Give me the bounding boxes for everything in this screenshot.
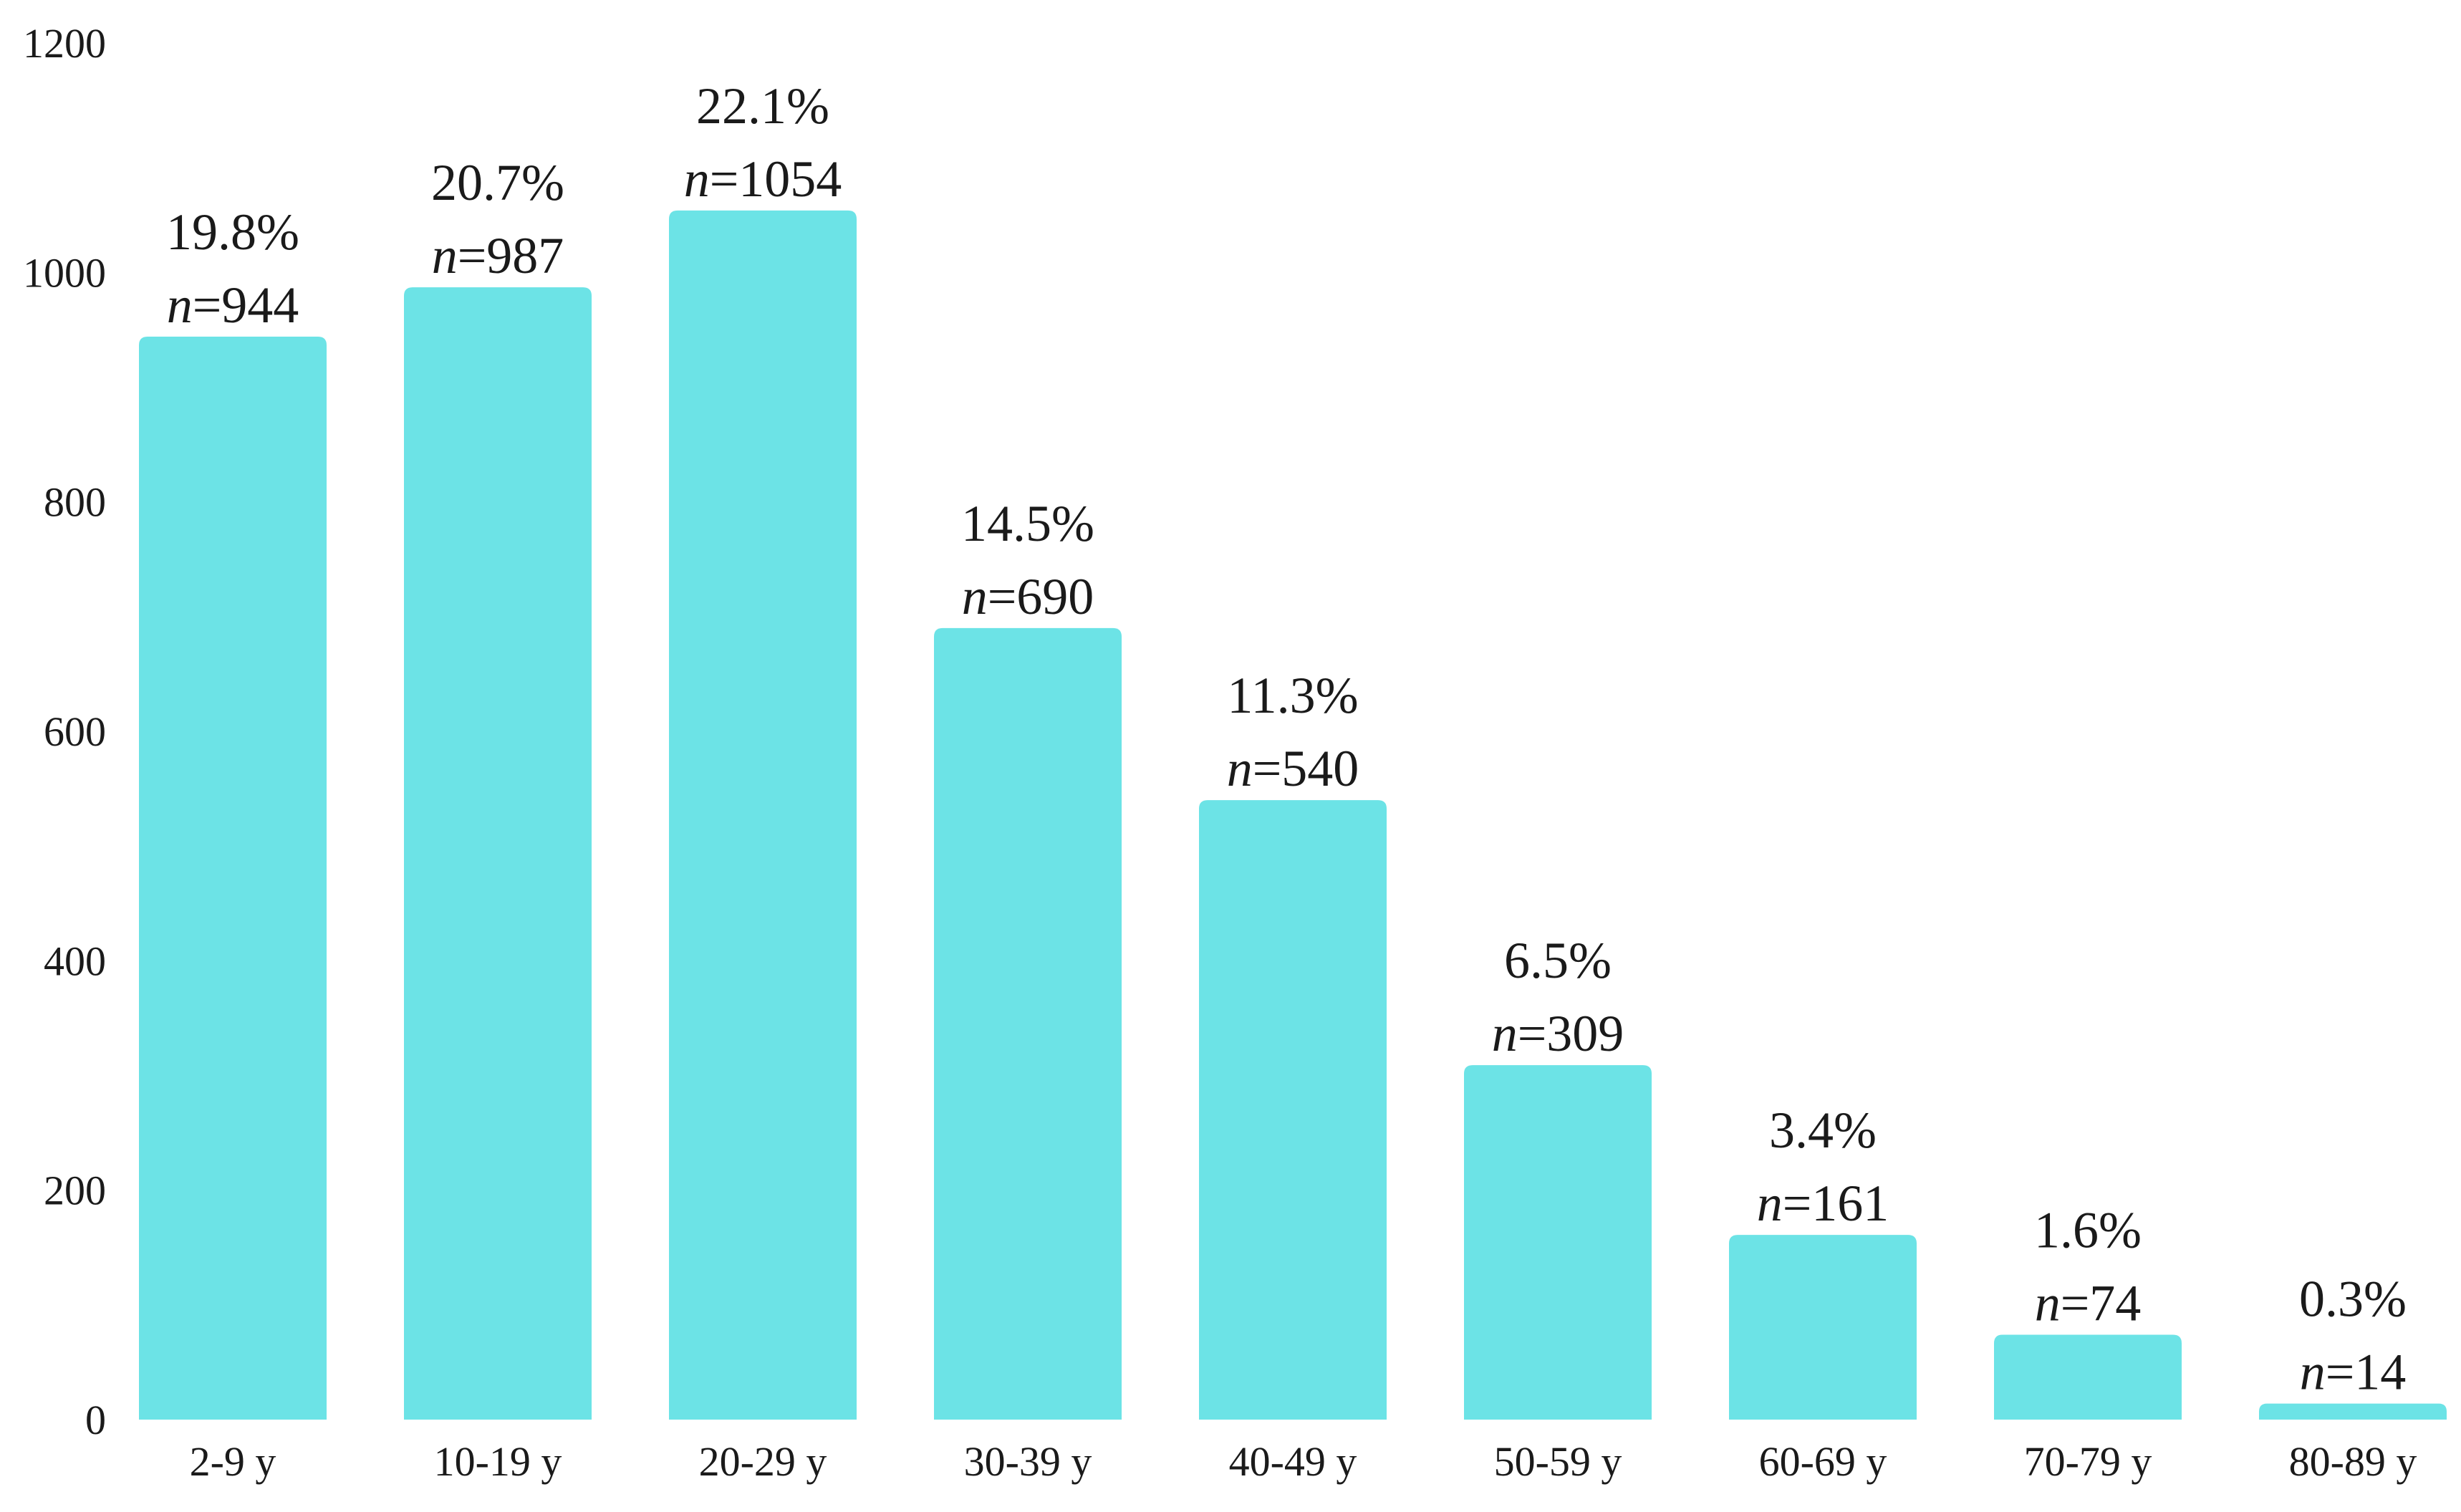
bar-count-label: n=1054 <box>684 150 842 208</box>
x-tick-label: 20-29 y <box>699 1438 827 1485</box>
bar-value-labels: 19.8%n=94420.7%n=98722.1%n=105414.5%n=69… <box>166 77 2407 1401</box>
count-prefix: n <box>2035 1274 2061 1332</box>
bar-percent-label: 6.5% <box>1504 932 1612 989</box>
count-prefix: n <box>2300 1344 2326 1401</box>
bar-count-label: n=540 <box>1227 740 1359 797</box>
bar-percent-label: 1.6% <box>2034 1201 2142 1258</box>
count-prefix: n <box>962 568 988 625</box>
count-value: =944 <box>193 276 299 334</box>
bar <box>1199 800 1387 1420</box>
x-tick-label: 70-79 y <box>2024 1438 2152 1485</box>
bar-percent-label: 0.3% <box>2299 1271 2407 1328</box>
count-prefix: n <box>1492 1005 1518 1062</box>
count-value: =74 <box>2061 1274 2142 1332</box>
bar-percent-label: 22.1% <box>696 77 829 135</box>
bar-percent-label: 19.8% <box>166 203 299 261</box>
x-tick-label: 60-69 y <box>1759 1438 1887 1485</box>
count-value: =690 <box>988 568 1094 625</box>
count-value: =14 <box>2326 1344 2407 1401</box>
bar-percent-label: 14.5% <box>961 495 1094 552</box>
y-tick-label: 1200 <box>23 20 106 67</box>
x-tick-label: 2-9 y <box>190 1438 276 1485</box>
x-tick-label: 40-49 y <box>1229 1438 1357 1485</box>
bar <box>1729 1235 1917 1420</box>
count-prefix: n <box>167 276 193 334</box>
x-tick-label: 50-59 y <box>1494 1438 1622 1485</box>
count-prefix: n <box>432 227 458 284</box>
bar-count-label: n=161 <box>1757 1175 1889 1232</box>
count-value: =1054 <box>710 150 842 208</box>
bar <box>669 210 857 1420</box>
count-prefix: n <box>1227 740 1253 797</box>
x-axis: 2-9 y 10-19 y 20-29 y 30-39 y 40-49 y 50-59 y… <box>190 1438 2417 1485</box>
x-tick-label: 30-39 y <box>964 1438 1092 1485</box>
y-axis: 0 200 400 600 800 1000 1200 <box>23 20 106 1443</box>
bar-count-label: n=944 <box>167 276 299 334</box>
bar <box>934 627 1122 1420</box>
bar <box>1994 1334 2182 1420</box>
count-value: =309 <box>1518 1005 1624 1062</box>
y-tick-label: 800 <box>44 479 106 526</box>
y-tick-label: 200 <box>44 1167 106 1214</box>
x-tick-label: 10-19 y <box>434 1438 562 1485</box>
bar <box>139 337 327 1420</box>
bar <box>1464 1065 1652 1420</box>
bar-count-label: n=690 <box>962 568 1094 625</box>
count-value: =161 <box>1783 1175 1889 1232</box>
y-tick-label: 400 <box>44 938 106 984</box>
y-tick-label: 600 <box>44 708 106 755</box>
count-value: =987 <box>458 227 564 284</box>
bar-percent-label: 11.3% <box>1227 667 1358 724</box>
bar-count-label: n=309 <box>1492 1005 1624 1062</box>
x-tick-label: 80-89 y <box>2289 1438 2417 1485</box>
count-prefix: n <box>1757 1175 1783 1232</box>
bar-percent-label: 3.4% <box>1769 1102 1877 1159</box>
bar <box>2259 1403 2447 1420</box>
count-value: =540 <box>1253 740 1359 797</box>
bar-count-label: n=74 <box>2035 1274 2142 1332</box>
y-tick-label: 1000 <box>23 249 106 296</box>
bar-percent-label: 20.7% <box>431 154 564 211</box>
count-prefix: n <box>684 150 710 208</box>
bars <box>139 210 2447 1420</box>
bar-count-label: n=987 <box>432 227 564 284</box>
bar-count-label: n=14 <box>2300 1344 2407 1401</box>
bar <box>404 287 592 1420</box>
y-tick-label: 0 <box>85 1397 106 1443</box>
